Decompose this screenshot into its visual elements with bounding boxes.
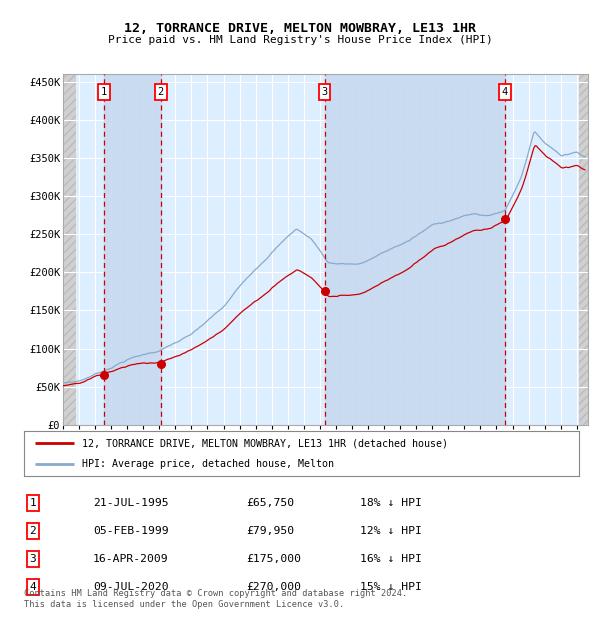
Text: 05-FEB-1999: 05-FEB-1999 bbox=[93, 526, 169, 536]
Bar bbox=[325, 74, 505, 425]
Text: 21-JUL-1995: 21-JUL-1995 bbox=[93, 498, 169, 508]
Text: 4: 4 bbox=[29, 582, 37, 592]
Text: 1: 1 bbox=[101, 87, 107, 97]
Bar bbox=[104, 74, 161, 425]
Text: £270,000: £270,000 bbox=[246, 582, 301, 592]
Text: 1: 1 bbox=[29, 498, 37, 508]
Text: £79,950: £79,950 bbox=[246, 526, 294, 536]
Text: HPI: Average price, detached house, Melton: HPI: Average price, detached house, Melt… bbox=[82, 459, 334, 469]
Text: £175,000: £175,000 bbox=[246, 554, 301, 564]
Text: 3: 3 bbox=[322, 87, 328, 97]
Text: 16-APR-2009: 16-APR-2009 bbox=[93, 554, 169, 564]
Text: Contains HM Land Registry data © Crown copyright and database right 2024.
This d: Contains HM Land Registry data © Crown c… bbox=[24, 590, 407, 609]
Text: 09-JUL-2020: 09-JUL-2020 bbox=[93, 582, 169, 592]
Text: Price paid vs. HM Land Registry's House Price Index (HPI): Price paid vs. HM Land Registry's House … bbox=[107, 35, 493, 45]
Text: 2: 2 bbox=[29, 526, 37, 536]
Text: 12, TORRANCE DRIVE, MELTON MOWBRAY, LE13 1HR (detached house): 12, TORRANCE DRIVE, MELTON MOWBRAY, LE13… bbox=[82, 438, 448, 448]
Text: £65,750: £65,750 bbox=[246, 498, 294, 508]
Text: 15% ↓ HPI: 15% ↓ HPI bbox=[360, 582, 422, 592]
Text: 18% ↓ HPI: 18% ↓ HPI bbox=[360, 498, 422, 508]
Text: 16% ↓ HPI: 16% ↓ HPI bbox=[360, 554, 422, 564]
Text: 12% ↓ HPI: 12% ↓ HPI bbox=[360, 526, 422, 536]
Text: 12, TORRANCE DRIVE, MELTON MOWBRAY, LE13 1HR: 12, TORRANCE DRIVE, MELTON MOWBRAY, LE13… bbox=[124, 22, 476, 35]
Text: 2: 2 bbox=[158, 87, 164, 97]
Text: 4: 4 bbox=[502, 87, 508, 97]
Text: 3: 3 bbox=[29, 554, 37, 564]
